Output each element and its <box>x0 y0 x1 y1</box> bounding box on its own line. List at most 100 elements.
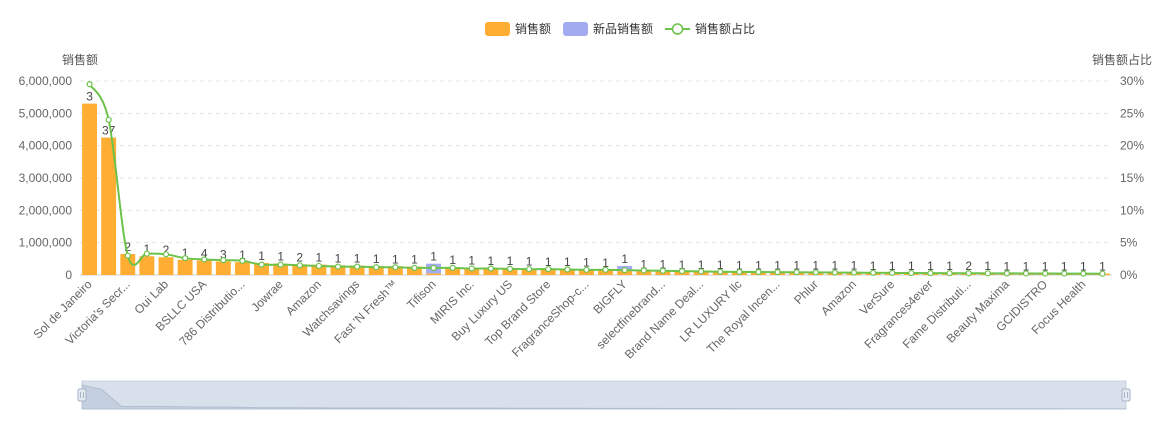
data-zoom-end-handle[interactable] <box>1121 388 1131 402</box>
sales-bar[interactable] <box>330 265 346 275</box>
share-point[interactable] <box>354 263 361 270</box>
share-point[interactable] <box>258 261 265 268</box>
share-point[interactable] <box>411 264 418 271</box>
share-point[interactable] <box>812 269 819 276</box>
sales-bar[interactable] <box>101 137 117 275</box>
data-zoom-track[interactable] <box>81 380 1127 410</box>
share-point[interactable] <box>736 268 743 275</box>
share-point[interactable] <box>1042 270 1049 277</box>
y-right-tick-label: 15% <box>1120 171 1144 185</box>
share-point[interactable] <box>717 268 724 275</box>
bar-count-label: 1 <box>144 242 151 256</box>
share-point[interactable] <box>1099 270 1106 277</box>
share-point[interactable] <box>124 252 131 259</box>
share-point[interactable] <box>1080 270 1087 277</box>
share-point[interactable] <box>334 263 342 270</box>
share-point[interactable] <box>755 268 762 276</box>
sales-bar[interactable] <box>273 263 289 275</box>
share-point[interactable] <box>201 256 208 263</box>
bar-count-label: 2 <box>124 240 131 254</box>
data-zoom-start-handle[interactable] <box>77 388 87 402</box>
legend-label[interactable]: 新品销售额 <box>593 21 653 36</box>
legend-swatch[interactable] <box>485 22 510 36</box>
share-point[interactable] <box>239 257 246 264</box>
sales-bar[interactable] <box>311 264 327 275</box>
share-point[interactable] <box>392 264 399 271</box>
y-right-tick-label: 20% <box>1120 139 1144 153</box>
share-point[interactable] <box>105 116 112 123</box>
sales-bar[interactable] <box>139 256 155 275</box>
share-point[interactable] <box>86 81 93 88</box>
share-point[interactable] <box>1061 270 1068 277</box>
share-point[interactable] <box>143 250 150 257</box>
share-point[interactable] <box>564 266 571 273</box>
legend-line-marker[interactable] <box>671 23 684 35</box>
share-point[interactable] <box>621 267 628 274</box>
y-right-tick-label: 5% <box>1120 236 1138 250</box>
share-point[interactable] <box>468 265 475 272</box>
share-point[interactable] <box>793 269 800 276</box>
share-point[interactable] <box>449 264 456 271</box>
share-point[interactable] <box>430 264 437 271</box>
y-right-tick-label: 0% <box>1120 268 1138 282</box>
share-point[interactable] <box>984 270 991 277</box>
sales-bar[interactable] <box>215 261 231 275</box>
bar-count-label: 1 <box>774 258 781 272</box>
bar-count-label: 1 <box>717 258 724 272</box>
sales-bar[interactable] <box>177 259 193 275</box>
sales-bar[interactable] <box>387 266 403 275</box>
sales-bar[interactable] <box>368 265 384 275</box>
share-point[interactable] <box>487 265 494 272</box>
share-point[interactable] <box>927 270 934 277</box>
share-point[interactable] <box>678 268 686 275</box>
share-point[interactable] <box>526 266 533 273</box>
bar-count-label: 3 <box>86 90 93 104</box>
share-point[interactable] <box>850 269 858 276</box>
share-point[interactable] <box>870 269 877 276</box>
sales-bar[interactable] <box>158 257 174 275</box>
share-point[interactable] <box>908 269 915 277</box>
share-point[interactable] <box>774 269 781 276</box>
sales-bar[interactable] <box>426 273 442 275</box>
sales-bar[interactable] <box>234 262 250 275</box>
share-point[interactable] <box>277 261 284 268</box>
sales-bar[interactable] <box>292 264 308 275</box>
bar-count-label: 1 <box>812 259 819 273</box>
sales-bar[interactable] <box>349 265 365 275</box>
share-point[interactable] <box>831 269 838 276</box>
sales-bar[interactable] <box>254 263 270 275</box>
share-point[interactable] <box>373 264 380 271</box>
share-point[interactable] <box>640 267 647 274</box>
sales-bar[interactable] <box>120 253 136 275</box>
y-axis-left-title: 销售额 <box>62 52 98 67</box>
sales-bar[interactable] <box>445 267 461 275</box>
bar-count-label: 1 <box>430 250 437 264</box>
share-point[interactable] <box>1003 270 1010 277</box>
legend-swatch[interactable] <box>563 22 589 36</box>
share-point[interactable] <box>602 266 609 273</box>
bar-count-label: 1 <box>660 258 667 272</box>
share-point[interactable] <box>545 266 552 273</box>
bar-count-label: 1 <box>258 249 265 263</box>
share-point[interactable] <box>965 270 972 277</box>
sales-bar[interactable] <box>196 260 212 275</box>
data-zoom-window[interactable] <box>82 381 1126 409</box>
share-point[interactable] <box>946 270 953 277</box>
bar-count-label: 4 <box>201 246 208 260</box>
sales-bar[interactable] <box>82 103 98 275</box>
share-point[interactable] <box>182 255 189 262</box>
share-point[interactable] <box>315 262 322 270</box>
share-point[interactable] <box>889 269 896 277</box>
legend-label[interactable]: 销售额 <box>515 21 551 36</box>
share-point[interactable] <box>1022 270 1030 277</box>
share-point[interactable] <box>583 266 590 273</box>
share-point[interactable] <box>698 268 705 275</box>
share-point[interactable] <box>220 257 227 264</box>
share-point[interactable] <box>659 267 666 274</box>
share-point[interactable] <box>296 262 303 269</box>
legend-label[interactable]: 销售额占比 <box>695 21 755 36</box>
share-point[interactable] <box>506 265 514 272</box>
share-point[interactable] <box>162 251 170 258</box>
share-line[interactable] <box>88 83 1103 275</box>
